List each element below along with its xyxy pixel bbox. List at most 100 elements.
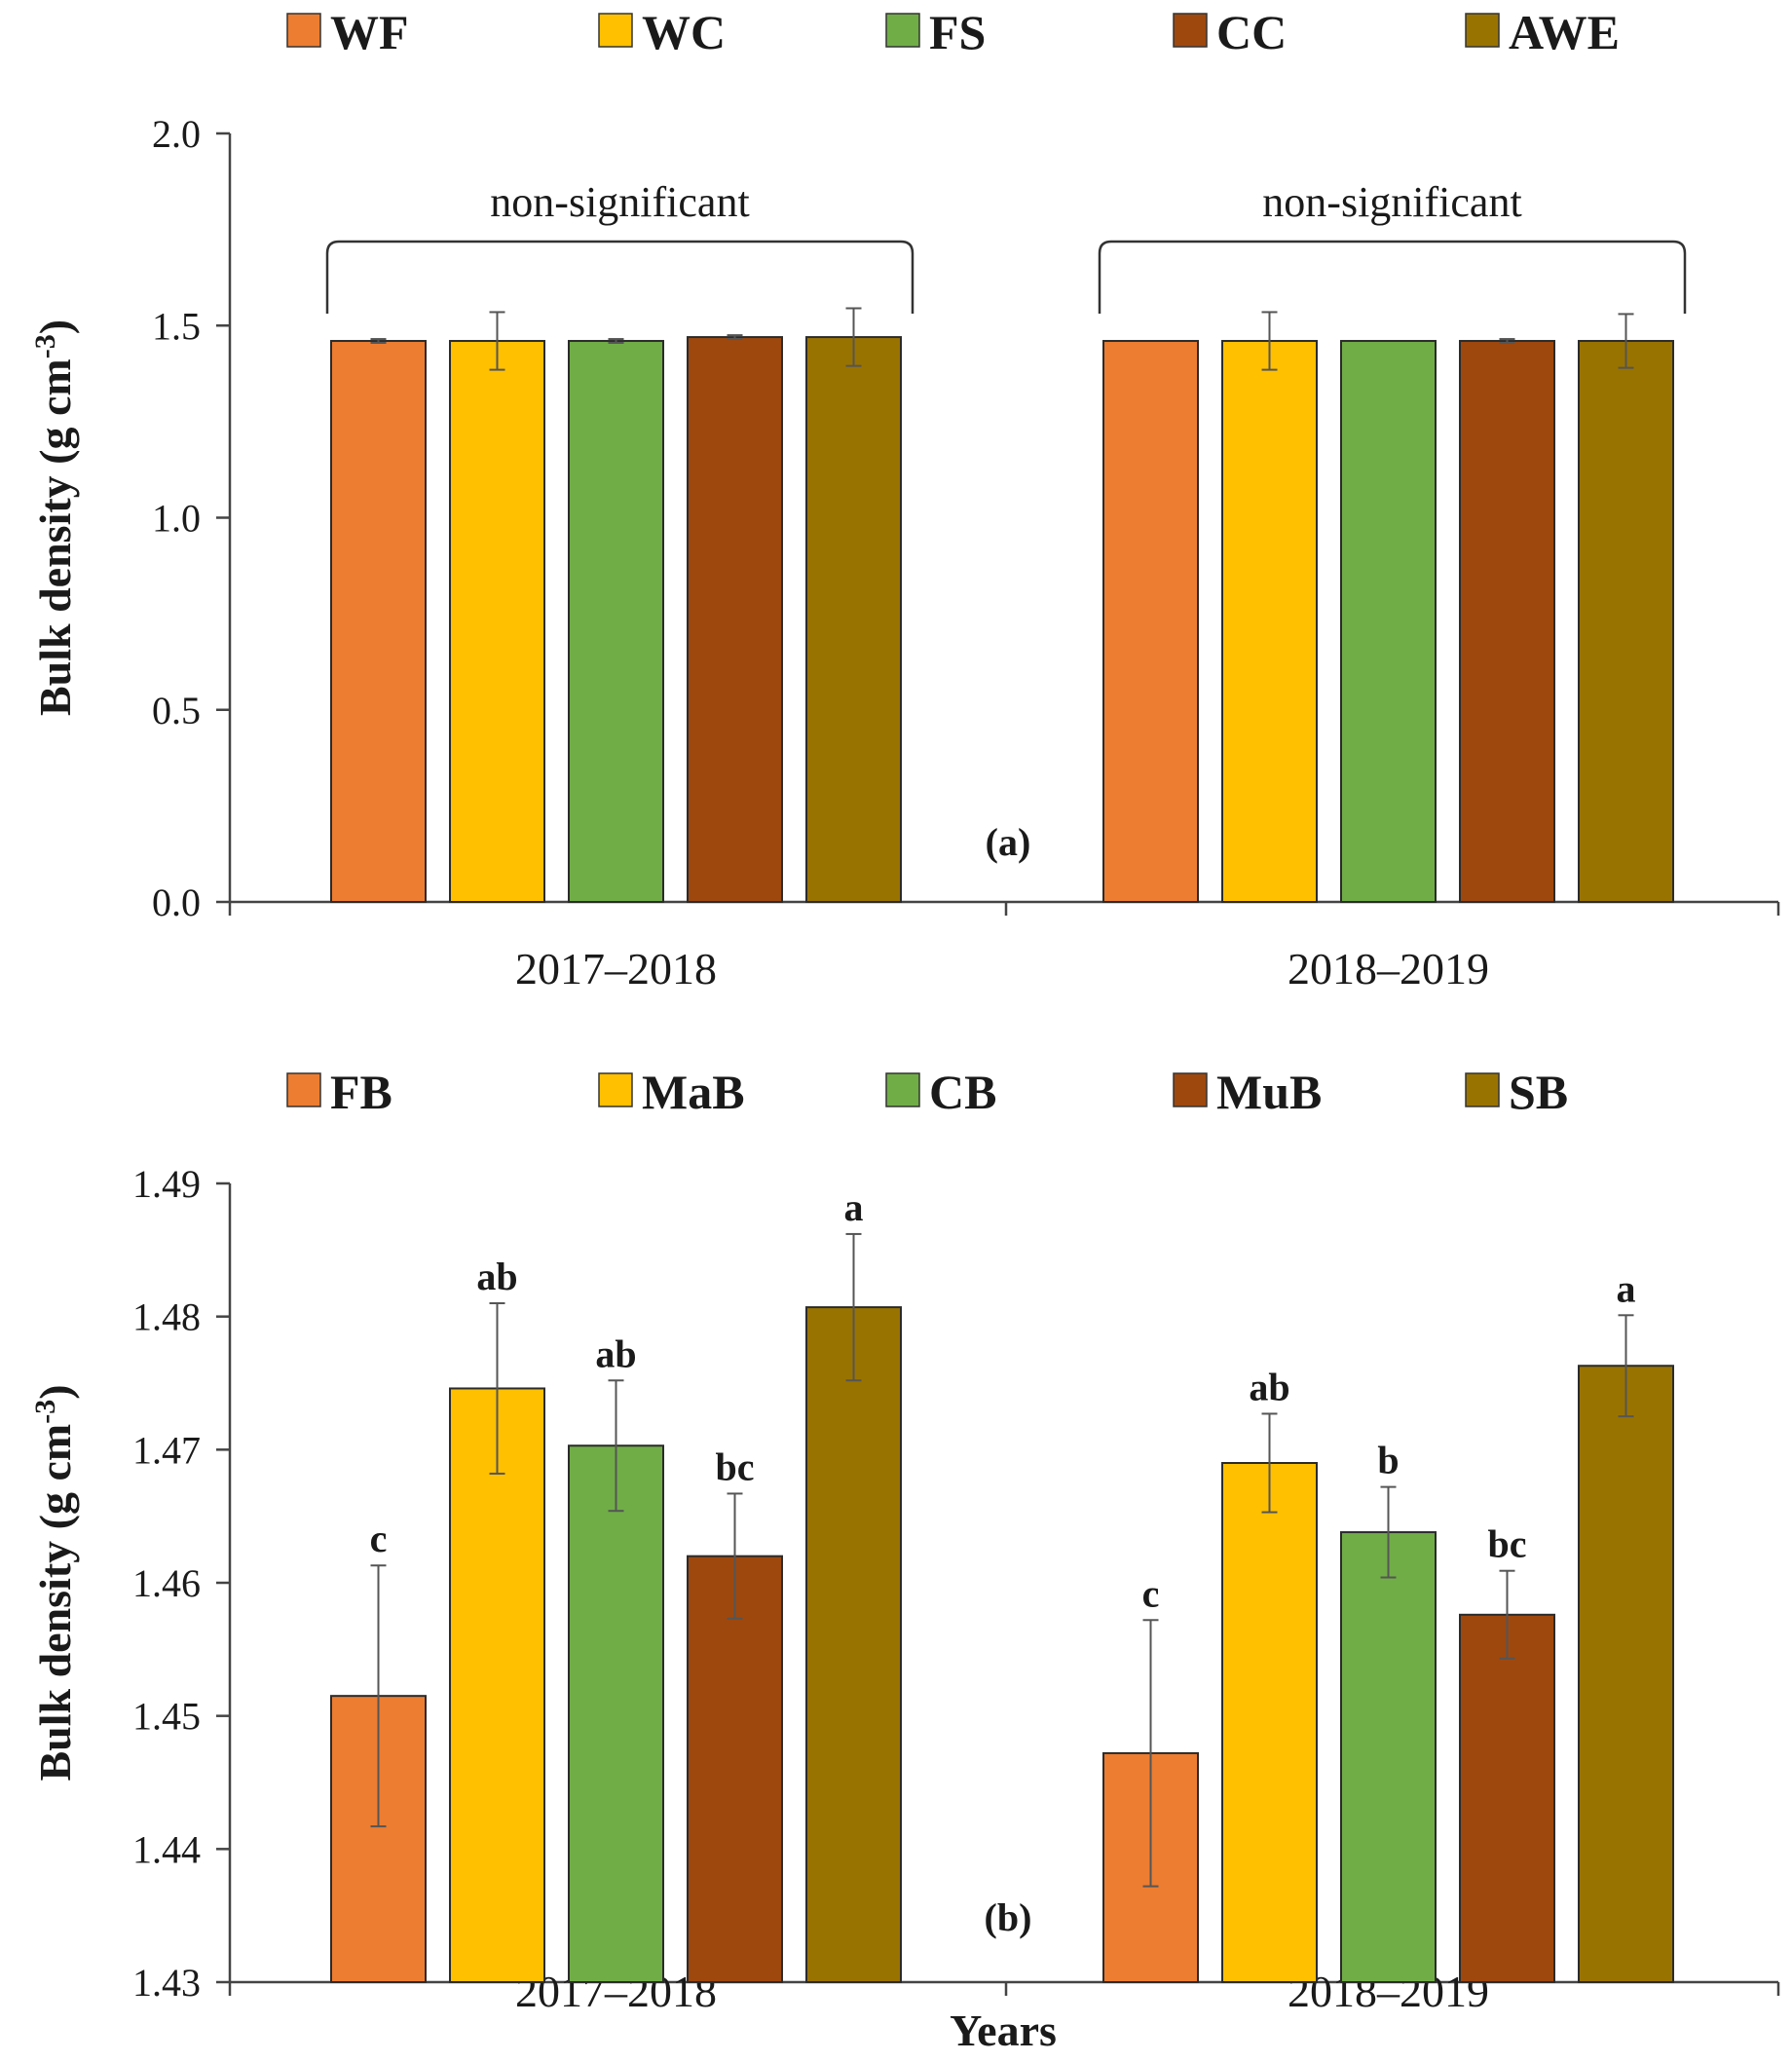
significance-letter: c	[1142, 1571, 1160, 1615]
error-bar-mub-1	[1499, 1569, 1515, 1660]
y-tick-label: 1.45	[132, 1695, 201, 1739]
y-axis: 1.43 1.44 1.45 1.46 1.47 1.48 1.49	[132, 1162, 232, 2005]
y-axis: 0.0 0.5 1.0 1.5 2.0	[152, 112, 232, 924]
error-bar-cb-0	[608, 1379, 624, 1513]
significance-bracket: non-significant	[1098, 178, 1687, 314]
error-bar-mab-1	[1261, 1412, 1278, 1514]
y-tick-label: 1.5	[152, 304, 201, 348]
legend-label-cb: CB	[929, 1065, 996, 1119]
legend-label-awe: AWE	[1509, 5, 1620, 59]
legend-swatch-mab	[598, 1072, 633, 1107]
y-axis-title-text: Bulk density (g cm	[30, 1424, 80, 1781]
error-bar-sb-1	[1618, 1314, 1634, 1418]
legend-label-mab: MaB	[642, 1065, 745, 1119]
error-bar-fb-1	[1142, 1619, 1159, 1888]
y-axis-title-close: )	[30, 319, 80, 334]
legend-label-mub: MuB	[1216, 1065, 1322, 1119]
error-bar-cc-0	[727, 334, 743, 341]
significance-letter: bc	[716, 1444, 755, 1488]
bar-mub-0	[687, 1555, 783, 1983]
error-bar-mab-0	[489, 1302, 505, 1475]
error-bar-awe-0	[845, 307, 862, 367]
legend-swatch-fs	[885, 13, 920, 48]
bars: c ab ab bc a c ab b bc a	[330, 1185, 1674, 1984]
legend-label-sb: SB	[1509, 1065, 1568, 1119]
x-category-label: 2018–2019	[1288, 944, 1489, 994]
y-axis-title: Bulk density (g cm-3)	[29, 1384, 81, 1781]
panel-b: FB MaB CB MuB SB 1.43 1.44 1.45 1.46 1.47 1.48 1.49…	[29, 1065, 1780, 2055]
bracket-label: non-significant	[490, 178, 749, 226]
y-tick-label: 1.48	[132, 1295, 201, 1339]
y-tick-label: 0.5	[152, 689, 201, 732]
legend-label-fb: FB	[330, 1065, 392, 1119]
significance-letter: a	[1617, 1266, 1636, 1310]
legend-label-cc: CC	[1216, 5, 1287, 59]
y-axis-title-superscript: -3	[29, 334, 61, 358]
y-tick-label: 1.49	[132, 1162, 201, 1206]
bar-fs-1	[1340, 340, 1437, 903]
significance-letter: c	[370, 1517, 388, 1560]
y-tick-label: 1.0	[152, 497, 201, 541]
legend: FB MaB CB MuB SB	[286, 1065, 1568, 1119]
legend-swatch-fb	[286, 1072, 321, 1107]
bar-awe-1	[1578, 340, 1674, 903]
bar-cc-1	[1459, 340, 1555, 903]
legend-swatch-awe	[1465, 13, 1500, 48]
error-bar-awe-1	[1618, 313, 1634, 369]
bar-cb-0	[568, 1444, 664, 1983]
bars	[330, 307, 1674, 903]
x-category-label: 2017–2018	[515, 944, 717, 994]
significance-letter: bc	[1488, 1522, 1527, 1566]
legend-label-wf: WF	[330, 5, 409, 59]
error-bar-sb-0	[845, 1232, 862, 1382]
bar-wc-1	[1221, 340, 1318, 903]
legend: WF WC FS CC AWE	[286, 5, 1620, 59]
error-bar-wc-1	[1261, 311, 1278, 371]
bracket-label: non-significant	[1262, 178, 1521, 226]
error-bar-cb-1	[1380, 1485, 1397, 1579]
y-tick-label: 1.47	[132, 1428, 201, 1472]
significance-letter: b	[1377, 1439, 1399, 1482]
y-axis-title: Bulk density (g cm-3)	[29, 319, 81, 716]
legend-swatch-wf	[286, 13, 321, 48]
y-tick-label: 1.43	[132, 1961, 201, 2005]
error-bar-fb-0	[370, 1564, 387, 1828]
x-axis-title: Years	[950, 2006, 1057, 2055]
panel-a: WF WC FS CC AWE 0.0 0.5 1.0 1.5 2.0 Bulk density (…	[29, 5, 1780, 994]
significance-letter: a	[844, 1185, 864, 1229]
bar-wc-0	[449, 340, 545, 903]
error-bar-wf-0	[370, 338, 387, 345]
significance-letter: ab	[595, 1331, 636, 1375]
bar-wf-1	[1102, 340, 1199, 903]
legend-label-wc: WC	[642, 5, 726, 59]
bar-mab-0	[449, 1387, 545, 1983]
legend-swatch-sb	[1465, 1072, 1500, 1107]
legend-swatch-cb	[885, 1072, 920, 1107]
bar-mub-1	[1459, 1613, 1555, 1984]
bar-cb-1	[1340, 1531, 1437, 1983]
legend-swatch-cc	[1173, 13, 1208, 48]
error-bar-cc-1	[1499, 338, 1515, 345]
y-axis-title-superscript: -3	[29, 1400, 61, 1424]
panel-label: (a)	[986, 820, 1031, 864]
legend-label-fs: FS	[929, 5, 986, 59]
y-tick-label: 0.0	[152, 881, 201, 924]
error-bar-wc-0	[489, 311, 505, 371]
y-tick-label: 2.0	[152, 112, 201, 156]
y-axis-title-text: Bulk density (g cm	[30, 358, 80, 716]
y-tick-label: 1.44	[132, 1827, 201, 1871]
bar-fs-0	[568, 340, 664, 903]
legend-swatch-mub	[1173, 1072, 1208, 1107]
bracket-line	[325, 240, 915, 314]
bracket-line	[1098, 240, 1687, 314]
bar-wf-0	[330, 340, 427, 903]
error-bar-mub-0	[727, 1492, 743, 1620]
bar-sb-1	[1578, 1365, 1674, 1983]
y-tick-label: 1.46	[132, 1561, 201, 1605]
legend-swatch-wc	[598, 13, 633, 48]
bar-cc-0	[687, 336, 783, 903]
bar-sb-0	[805, 1306, 902, 1983]
x-axis: 2017–2018 2018–2019	[228, 900, 1780, 994]
significance-letter: ab	[1249, 1365, 1289, 1408]
